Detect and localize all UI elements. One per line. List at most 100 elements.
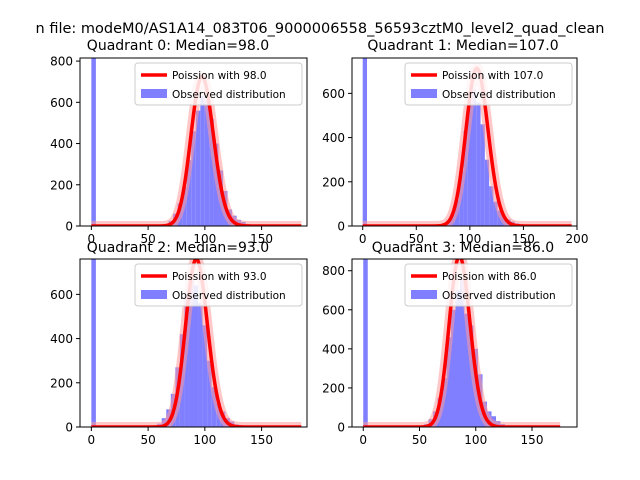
hist-bar — [211, 387, 217, 427]
x-tick-label: 150 — [250, 433, 273, 447]
x-tick-label: 50 — [412, 433, 427, 447]
hist-bar — [480, 124, 485, 226]
hist-bar — [91, 259, 96, 427]
panel-0-title: Quadrant 0: Median=98.0 — [87, 38, 269, 54]
panel-0-legend: Poission with 98.0 Observed distribution — [134, 62, 303, 106]
legend-observed-swatch — [141, 290, 167, 299]
y-tick-label: 200 — [50, 178, 73, 192]
hist-bar — [446, 337, 451, 427]
legend-frame — [404, 263, 573, 307]
panel-3-legend-poisson-label: Poission with 86.0 — [442, 271, 537, 283]
hist-bar — [460, 278, 465, 427]
figure-suptitle: n file: modeM0/AS1A14_083T06_9000006558_… — [36, 21, 605, 37]
legend-observed-swatch — [411, 290, 437, 299]
y-tick-label: 0 — [337, 220, 345, 234]
x-tick-label: 150 — [512, 232, 535, 246]
hist-bar — [463, 130, 468, 226]
panel-3-axes: 0 50 100 150 0 200 400 600 800 — [322, 258, 578, 447]
hist-bar — [362, 58, 367, 226]
axes-frame — [79, 57, 308, 227]
hist-bar — [207, 360, 212, 427]
x-tick-label: 0 — [88, 232, 96, 246]
legend-frame — [134, 263, 303, 307]
legend-frame — [404, 62, 573, 106]
hist-bar — [202, 325, 208, 427]
y-tick-label: 0 — [65, 421, 73, 435]
hist-bar — [451, 309, 456, 427]
y-tick-label: 200 — [322, 175, 345, 189]
hist-bar — [200, 96, 205, 226]
poisson-line — [363, 259, 561, 427]
panel-0: Quadrant 0: Median=98.0 0 50 100 150 0 200 400… — [50, 38, 308, 246]
y-tick-label: 600 — [322, 303, 345, 317]
panel-2: Quadrant 2: Median=93.0 0 50 100 150 0 200 400… — [50, 240, 308, 447]
panel-1-title: Quadrant 1: Median=107.0 — [367, 38, 558, 54]
y-tick-label: 200 — [322, 381, 345, 395]
y-tick-label: 600 — [50, 96, 73, 110]
panel-0-legend-poisson-label: Poission with 98.0 — [172, 70, 267, 82]
hist-bar — [188, 281, 194, 427]
y-tick-label: 800 — [50, 55, 73, 69]
hist-bar — [476, 102, 481, 226]
y-tick-label: 200 — [50, 376, 73, 390]
panel-2-axes: 0 50 100 150 0 200 400 600 — [50, 258, 308, 447]
hist-bar — [467, 102, 472, 226]
panel-3-title: Quadrant 3: Median=86.0 — [372, 240, 554, 256]
hist-bar — [464, 313, 469, 427]
x-tick-label: 50 — [140, 433, 155, 447]
x-tick-label: 0 — [359, 232, 367, 246]
panel-3: Quadrant 3: Median=86.0 0 50 100 150 0 200 400… — [322, 240, 578, 447]
hist-bar — [91, 58, 96, 226]
hist-bar — [493, 201, 498, 226]
axes-frame — [351, 258, 578, 428]
x-tick-label: 200 — [566, 232, 589, 246]
panel-1-legend-observed-label: Observed distribution — [442, 89, 556, 101]
x-tick-label: 50 — [409, 232, 424, 246]
panel-1-marks — [362, 58, 572, 226]
y-tick-label: 800 — [322, 264, 345, 278]
hist-bar — [455, 290, 460, 427]
x-tick-label: 150 — [521, 433, 544, 447]
y-tick-label: 600 — [50, 288, 73, 302]
x-tick-label: 100 — [464, 433, 487, 447]
panel-1-plot-area — [362, 58, 572, 226]
legend-observed-swatch — [141, 89, 167, 98]
panel-2-legend: Poission with 93.0 Observed distribution — [134, 263, 303, 307]
panel-2-legend-poisson-label: Poission with 93.0 — [172, 271, 267, 283]
panel-3-legend-observed-label: Observed distribution — [442, 290, 556, 302]
y-tick-label: 400 — [322, 342, 345, 356]
hist-bar — [186, 160, 192, 226]
x-tick-label: 50 — [140, 232, 155, 246]
legend-observed-swatch — [411, 89, 437, 98]
y-tick-label: 400 — [50, 332, 73, 346]
panel-1-axes: 0 50 100 150 200 0 200 400 600 — [322, 57, 589, 246]
panel-3-plot-area — [363, 259, 561, 427]
axes-frame — [351, 57, 578, 227]
hist-bar — [193, 285, 199, 427]
legend-frame — [134, 62, 303, 106]
x-tick-label: 100 — [193, 232, 216, 246]
panel-3-marks — [363, 259, 561, 427]
x-tick-label: 0 — [88, 433, 96, 447]
y-tick-label: 400 — [322, 131, 345, 145]
hist-bar — [195, 110, 201, 226]
panel-0-legend-observed-label: Observed distribution — [172, 89, 286, 101]
poisson-line — [362, 66, 572, 226]
hist-bar — [363, 259, 368, 427]
hist-bar — [489, 186, 494, 226]
x-tick-label: 100 — [458, 232, 481, 246]
y-tick-label: 600 — [322, 87, 345, 101]
hist-bar — [472, 88, 477, 226]
y-tick-label: 0 — [337, 421, 345, 435]
hist-bar — [209, 118, 214, 226]
x-tick-label: 150 — [250, 232, 273, 246]
panel-3-legend: Poission with 86.0 Observed distribution — [404, 263, 573, 307]
hist-bar — [204, 100, 210, 226]
x-tick-label: 100 — [193, 433, 216, 447]
hist-bar — [198, 303, 203, 427]
panel-1-legend-poisson-label: Poission with 107.0 — [442, 70, 543, 82]
axes-frame — [79, 258, 308, 428]
panel-0-axes: 0 50 100 150 0 200 400 600 800 — [50, 55, 308, 246]
panel-1-legend: Poission with 107.0 Observed distribution — [404, 62, 573, 106]
